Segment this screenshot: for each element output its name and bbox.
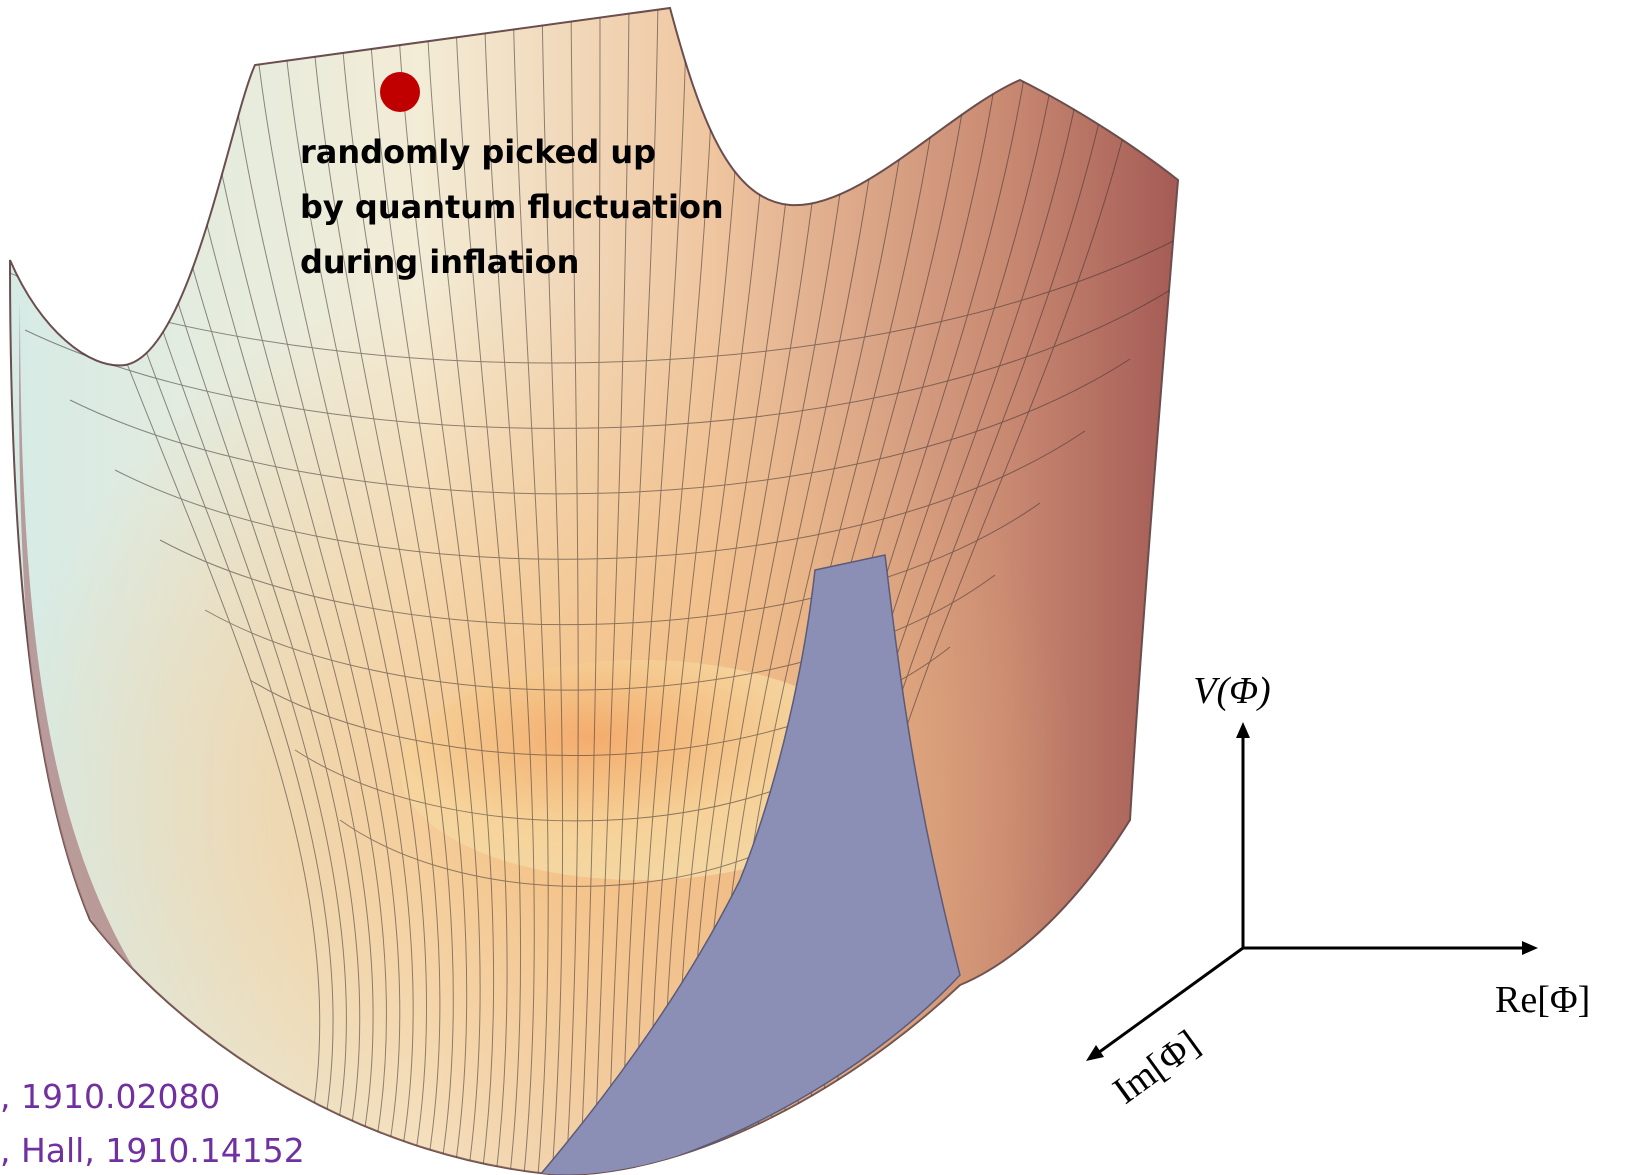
- mesh-line: [593, 8, 630, 1175]
- mesh-line: [309, 8, 454, 1175]
- axis-label: V(Φ): [1193, 670, 1270, 712]
- mesh-line: [425, 8, 508, 1175]
- potential-surface: [9, 6, 1180, 1175]
- arrowhead: [1236, 722, 1250, 738]
- mesh-line: [635, 8, 717, 1175]
- citation: , Hall, 1910.14152: [0, 1131, 305, 1170]
- mesh-line: [483, 8, 535, 1175]
- mesh-line: [621, 8, 688, 1175]
- mesh-line: [114, 430, 1086, 560]
- annotation-line: by quantum fluctuation: [300, 188, 724, 226]
- mesh-line: [512, 8, 549, 1175]
- arrowhead: [1522, 941, 1538, 955]
- mesh-line: [649, 8, 746, 1175]
- annotation-line: randomly picked up: [300, 133, 656, 171]
- axes: [1086, 722, 1538, 1061]
- mesh-line: [338, 8, 468, 1175]
- mesh-line: [193, 8, 401, 1175]
- annotation-line: during inflation: [300, 243, 579, 281]
- mesh-line: [565, 8, 579, 1175]
- mesh-line: [541, 8, 564, 1175]
- mesh-line: [579, 8, 601, 1175]
- mesh-line: [24, 286, 1176, 429]
- citation: , 1910.02080: [0, 1077, 220, 1116]
- mesh-line: [396, 8, 495, 1175]
- mesh-line: [222, 8, 414, 1175]
- mesh-line: [69, 358, 1131, 495]
- mesh-line: [454, 8, 522, 1175]
- mesh-line: [251, 8, 427, 1175]
- axis-label: Re[Φ]: [1495, 979, 1590, 1021]
- im-axis: [1097, 946, 1244, 1055]
- mesh-line: [159, 502, 1041, 626]
- mesh-line: [367, 8, 481, 1175]
- surface-shading: [10, 8, 1178, 1175]
- mesh-line: [607, 8, 659, 1175]
- arrowhead: [1086, 1045, 1104, 1061]
- mesh-line: [204, 574, 996, 691]
- field-point: [380, 72, 420, 112]
- mesh-line: [280, 8, 441, 1175]
